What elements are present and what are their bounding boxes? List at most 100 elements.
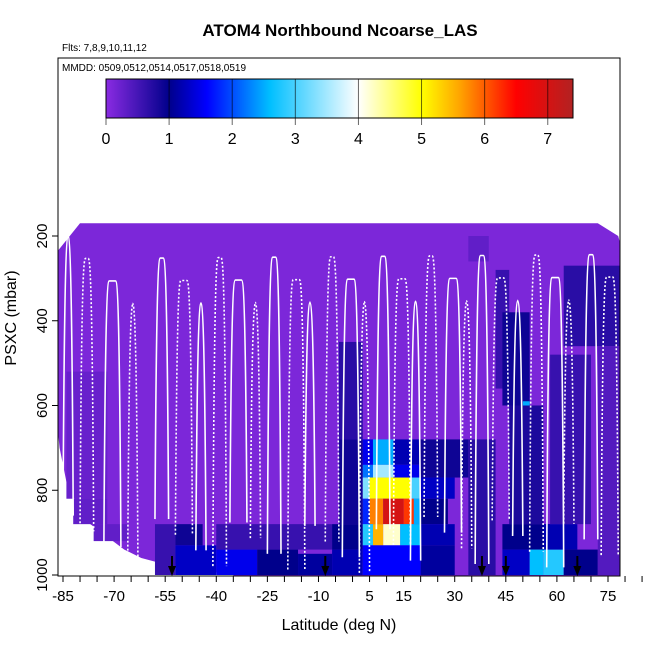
flight-profile xyxy=(304,301,316,526)
flight-profile xyxy=(62,235,75,516)
heatmap-cell xyxy=(543,549,564,575)
arrow-head xyxy=(573,566,582,576)
heatmap-cell xyxy=(420,498,448,525)
colorbar-tick-label: 7 xyxy=(543,131,552,148)
heatmap-cell xyxy=(420,545,455,575)
flight-profile xyxy=(409,300,422,561)
arrow-head xyxy=(477,566,486,576)
heatmap-cell xyxy=(372,464,394,478)
colorbar-tick-label: 1 xyxy=(165,131,174,148)
y-tick-label: 600 xyxy=(34,393,51,418)
heatmap-cell xyxy=(468,236,489,262)
heatmap-cell xyxy=(372,439,394,465)
x-tick-label: 60 xyxy=(549,588,566,605)
heatmap-cell xyxy=(338,439,363,525)
chart-title: ATOM4 Northbound Ncoarse_LAS xyxy=(202,21,477,40)
arrow-head xyxy=(321,566,330,576)
flight-profile xyxy=(195,302,207,551)
flight-profile xyxy=(511,299,524,537)
heatmap-cell xyxy=(216,524,333,550)
heatmap-cell xyxy=(93,524,128,542)
heatmap-cell xyxy=(362,524,373,546)
flight-profile xyxy=(474,254,490,564)
flight-profile xyxy=(154,257,170,520)
dates-annotation: MMDD: 0509,0512,0514,0517,0518,0519 xyxy=(62,63,246,74)
x-tick-label: -85 xyxy=(52,588,74,605)
heatmap-cell xyxy=(154,524,176,575)
flight-profiles xyxy=(62,235,620,573)
y-axis-label: PSXC (mbar) xyxy=(3,270,20,365)
x-tick-label: -10 xyxy=(308,588,330,605)
flight-profile xyxy=(583,253,599,540)
flight-profile xyxy=(266,256,282,554)
flight-profile xyxy=(600,276,620,556)
arrow-markers xyxy=(168,556,582,576)
heatmap-cell xyxy=(257,549,299,575)
heatmap-cell xyxy=(403,498,414,525)
heatmap-cell xyxy=(393,464,421,478)
heatmap-cell xyxy=(393,439,421,465)
flight-profile xyxy=(229,279,248,523)
heatmap-cell xyxy=(73,498,108,525)
flight-profile xyxy=(491,277,511,521)
flight-profile xyxy=(212,256,228,567)
arrow-head xyxy=(168,566,176,576)
colorbar-tick-label: 0 xyxy=(102,131,111,148)
heatmap-cell xyxy=(332,524,363,550)
flight-profile xyxy=(528,254,545,552)
colorbar-ticks: 0 1 2 3 4 5 6 7 xyxy=(102,79,552,148)
heatmap-cell xyxy=(216,549,258,575)
x-tick-label: 30 xyxy=(446,588,463,605)
heatmap-cell xyxy=(362,477,370,499)
x-tick-label: -25 xyxy=(257,588,279,605)
heatmap-cell xyxy=(468,439,496,575)
y-tick-label: 1000 xyxy=(34,558,51,591)
colorbar-tick-label: 6 xyxy=(480,131,489,148)
flight-profile xyxy=(392,277,412,545)
heatmap-cell xyxy=(543,524,578,550)
heatmap-cell xyxy=(362,439,373,465)
heatmap-cell xyxy=(175,524,203,546)
flight-profile xyxy=(79,257,95,532)
flight-profile xyxy=(103,280,122,548)
y-tick-label: 400 xyxy=(34,308,51,333)
heatmap-cell xyxy=(529,549,544,575)
x-tick-label: 75 xyxy=(600,588,617,605)
flight-profile xyxy=(423,255,439,517)
x-axis: -85 -70 -55 -40 -25 -10 5 15 30 45 60 75 xyxy=(52,576,643,605)
heatmap-cell xyxy=(420,524,455,546)
colorbar-tick-label: 4 xyxy=(354,131,363,148)
heatmap-layer xyxy=(58,223,620,576)
x-axis-label: Latitude (deg N) xyxy=(282,617,397,634)
heatmap-cell xyxy=(410,477,421,499)
x-tick-label: -70 xyxy=(103,588,125,605)
heatmap-cell xyxy=(413,498,421,525)
flight-profile xyxy=(341,278,361,558)
heatmap-cell xyxy=(298,553,333,575)
flight-profile xyxy=(358,300,371,573)
x-tick-label: -55 xyxy=(154,588,176,605)
colorbar-tick-label: 5 xyxy=(417,131,426,148)
flight-profile xyxy=(443,277,463,533)
arrow-head xyxy=(501,566,510,576)
heatmap-cell xyxy=(362,545,421,575)
flights-annotation: Flts: 7,8,9,10,11,12 xyxy=(62,43,147,54)
heatmap-cell xyxy=(597,346,620,575)
x-tick-label: 45 xyxy=(497,588,514,605)
heatmap-cell xyxy=(383,524,401,546)
y-tick-label: 800 xyxy=(34,478,51,503)
y-tick-label: 200 xyxy=(34,223,51,248)
heatmap-cell xyxy=(338,341,363,440)
heatmap-cell xyxy=(563,265,620,347)
heatmap-cell xyxy=(509,405,544,525)
heatmap-cell xyxy=(362,464,373,478)
flight-profile xyxy=(545,276,565,568)
flight-profile xyxy=(126,302,139,563)
flight-profile xyxy=(287,278,306,570)
heatmap-cell xyxy=(563,549,598,575)
flight-profile xyxy=(174,279,194,535)
heatmap-cell xyxy=(362,498,370,525)
flight-profile xyxy=(375,255,391,530)
x-tick-label: -40 xyxy=(205,588,227,605)
